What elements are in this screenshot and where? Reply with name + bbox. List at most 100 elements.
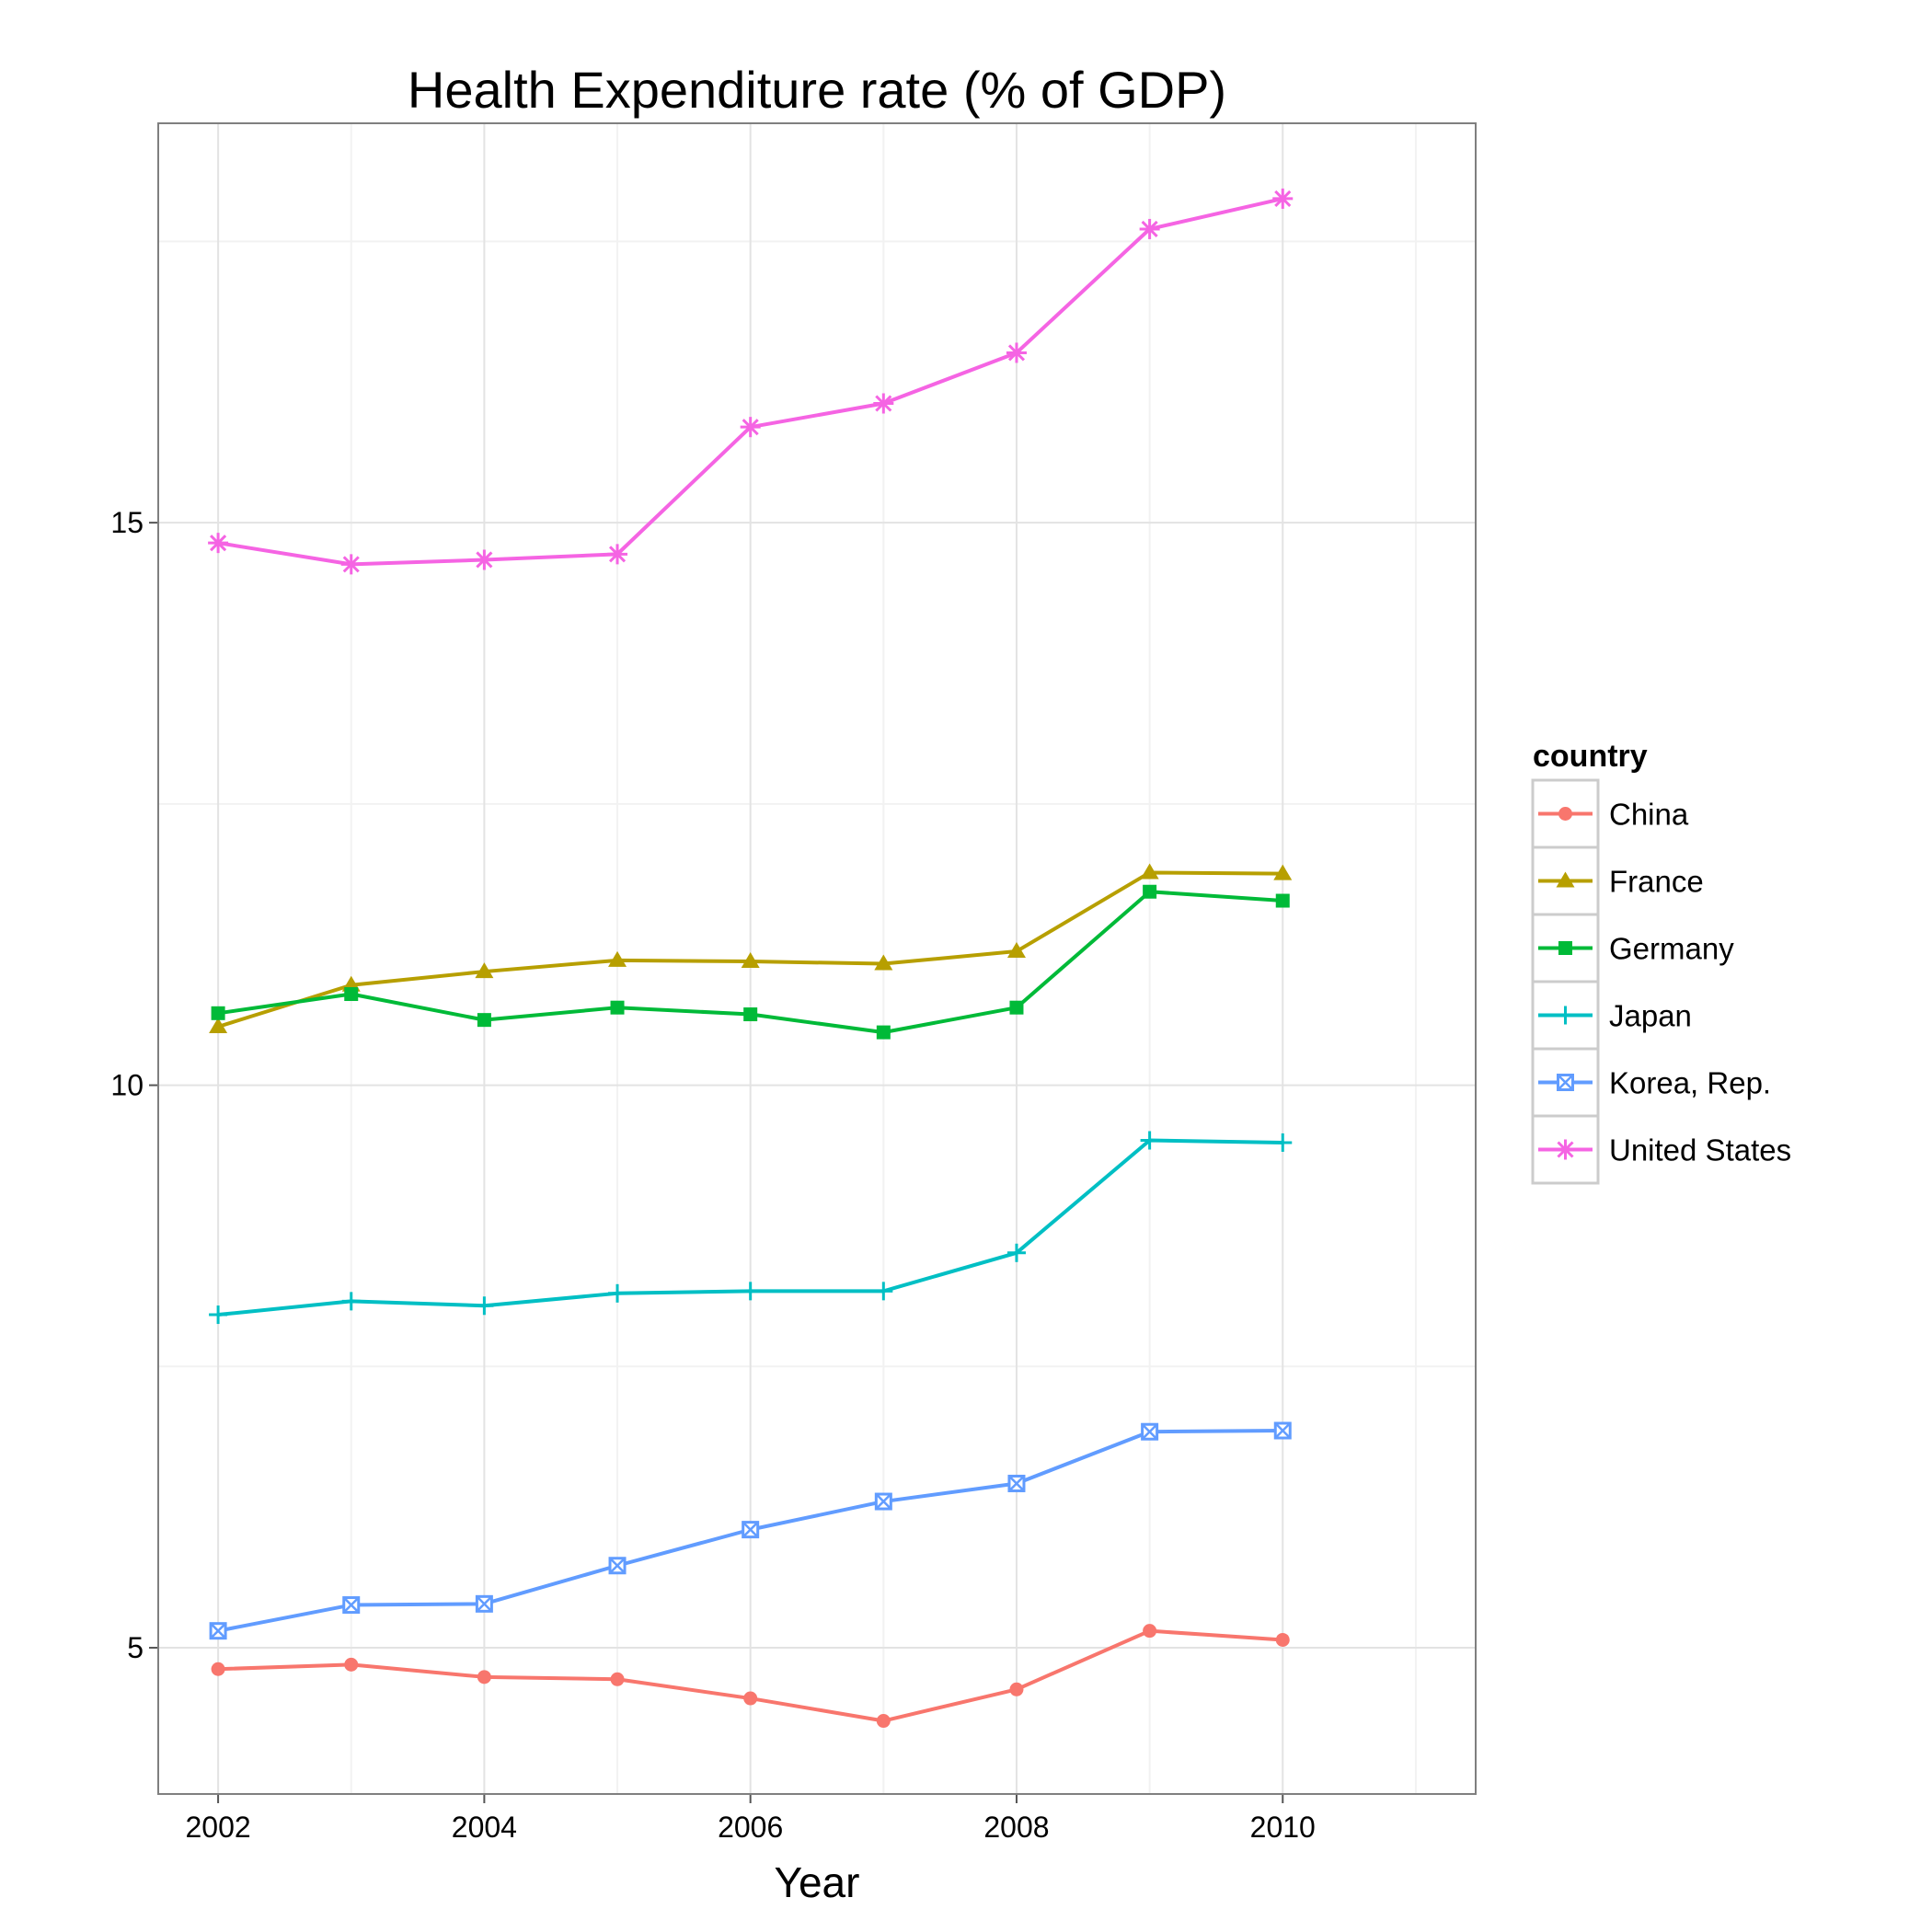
data-point-germany xyxy=(344,987,359,1002)
legend-label: Japan xyxy=(1609,999,1692,1033)
data-point-united-states xyxy=(340,554,362,575)
data-point-united-states xyxy=(1139,218,1160,239)
data-point-united-states-shape xyxy=(476,551,493,569)
data-point-united-states xyxy=(740,417,761,438)
data-point-germany xyxy=(1009,1000,1024,1015)
data-point-korea-rep-shape xyxy=(609,1557,626,1574)
data-point-germany xyxy=(1275,893,1290,908)
data-point-china-shape xyxy=(876,1714,891,1729)
data-point-china xyxy=(477,1670,491,1685)
data-point-germany xyxy=(1143,884,1157,899)
legend-key-marker-shape xyxy=(1556,871,1575,888)
data-point-japan xyxy=(1140,1131,1159,1150)
legend-key-marker xyxy=(1558,807,1572,821)
data-point-china xyxy=(211,1662,225,1676)
data-point-china-shape xyxy=(743,1691,758,1706)
data-point-china-shape xyxy=(211,1662,225,1676)
data-point-japan xyxy=(341,1292,361,1311)
data-point-japan xyxy=(741,1282,760,1301)
series-japan xyxy=(209,1131,1293,1325)
legend-key-marker-shape xyxy=(1558,941,1572,955)
data-point-korea-rep xyxy=(874,1492,892,1511)
data-point-germany-shape xyxy=(1275,893,1290,908)
data-point-china-shape xyxy=(1143,1624,1157,1639)
data-point-korea-rep xyxy=(342,1596,361,1615)
legend-key-marker xyxy=(1555,1139,1576,1160)
plot-border xyxy=(157,122,1477,1795)
data-point-france xyxy=(741,952,760,969)
legend-key-marker-shape xyxy=(1557,1074,1574,1091)
legend-label: France xyxy=(1609,865,1704,899)
x-tick-label: 2002 xyxy=(185,1811,250,1844)
data-point-china-shape xyxy=(344,1657,359,1672)
data-point-china xyxy=(1143,1624,1157,1639)
chart-title: Health Expenditure rate (% of GDP) xyxy=(408,61,1226,119)
data-point-korea-rep-shape xyxy=(210,1622,226,1639)
data-point-united-states-shape xyxy=(1007,344,1026,362)
data-point-france xyxy=(1006,942,1026,959)
data-point-germany-shape xyxy=(876,1025,891,1040)
data-point-france xyxy=(1140,863,1159,880)
data-point-france xyxy=(209,1017,228,1033)
data-point-france-shape xyxy=(475,962,494,979)
data-point-korea-rep-shape xyxy=(875,1493,892,1510)
data-point-france xyxy=(475,962,494,979)
data-point-germany-shape xyxy=(344,987,359,1002)
data-point-united-states-shape xyxy=(342,556,360,573)
legend-item-france: France xyxy=(1531,845,1704,916)
data-point-france-shape xyxy=(1006,942,1026,959)
legend-key-marker xyxy=(1556,871,1575,888)
y-tick-label: 10 xyxy=(110,1069,144,1102)
data-point-france xyxy=(1273,864,1293,880)
data-point-germany xyxy=(610,1000,625,1015)
data-point-france-shape xyxy=(209,1017,228,1033)
data-point-korea-rep-shape xyxy=(1141,1423,1158,1441)
data-point-united-states-shape xyxy=(608,546,627,563)
data-point-korea-rep xyxy=(742,1521,760,1539)
data-point-china-shape xyxy=(610,1672,625,1686)
data-point-japan xyxy=(1006,1243,1026,1262)
data-point-japan xyxy=(874,1282,893,1301)
data-point-japan xyxy=(209,1305,228,1325)
plot-panel xyxy=(158,123,1476,1794)
legend-item-japan: Japan xyxy=(1531,980,1692,1051)
legend-label: China xyxy=(1609,798,1689,832)
data-point-korea-rep-shape xyxy=(1008,1475,1025,1492)
data-point-united-states xyxy=(1272,188,1294,209)
data-point-japan xyxy=(1273,1133,1293,1152)
data-point-germany xyxy=(477,1013,491,1028)
x-axis-label: Year xyxy=(775,1858,860,1906)
data-point-united-states xyxy=(474,549,495,570)
series-china xyxy=(211,1624,1290,1729)
data-point-korea-rep xyxy=(475,1594,493,1613)
legend-key-marker xyxy=(1556,1006,1575,1025)
legend-items: China France Germany Japan Korea, Rep. United… xyxy=(1531,778,1791,1185)
legend-item-korea-rep: Korea, Rep. xyxy=(1531,1047,1771,1118)
legend-label: Germany xyxy=(1609,932,1734,966)
legend-key-marker-shape xyxy=(1558,807,1572,821)
legend-key-marker xyxy=(1557,1074,1574,1091)
y-tick-label: 5 xyxy=(127,1631,144,1664)
legend-label: Korea, Rep. xyxy=(1609,1066,1771,1100)
legend: country China France Germany Japan Korea, Re… xyxy=(1531,739,1791,1185)
data-point-china xyxy=(344,1657,359,1672)
data-point-korea-rep xyxy=(1141,1422,1159,1441)
data-point-germany xyxy=(743,1007,758,1022)
data-point-united-states xyxy=(208,533,229,554)
legend-item-germany: Germany xyxy=(1531,913,1734,983)
data-point-united-states xyxy=(873,393,894,414)
data-point-united-states-shape xyxy=(1274,190,1292,207)
data-point-united-states-shape xyxy=(210,535,227,552)
data-point-united-states-shape xyxy=(875,395,892,412)
series-germany xyxy=(211,884,1290,1040)
data-point-united-states xyxy=(607,544,628,565)
x-tick-label: 2008 xyxy=(983,1811,1049,1844)
data-point-germany-shape xyxy=(1009,1000,1024,1015)
x-tick-label: 2010 xyxy=(1250,1811,1316,1844)
series-united-states xyxy=(208,188,1294,575)
data-point-china xyxy=(876,1714,891,1729)
data-point-japan xyxy=(608,1283,627,1303)
data-point-united-states xyxy=(1006,342,1027,363)
data-point-united-states-shape xyxy=(1141,220,1158,238)
